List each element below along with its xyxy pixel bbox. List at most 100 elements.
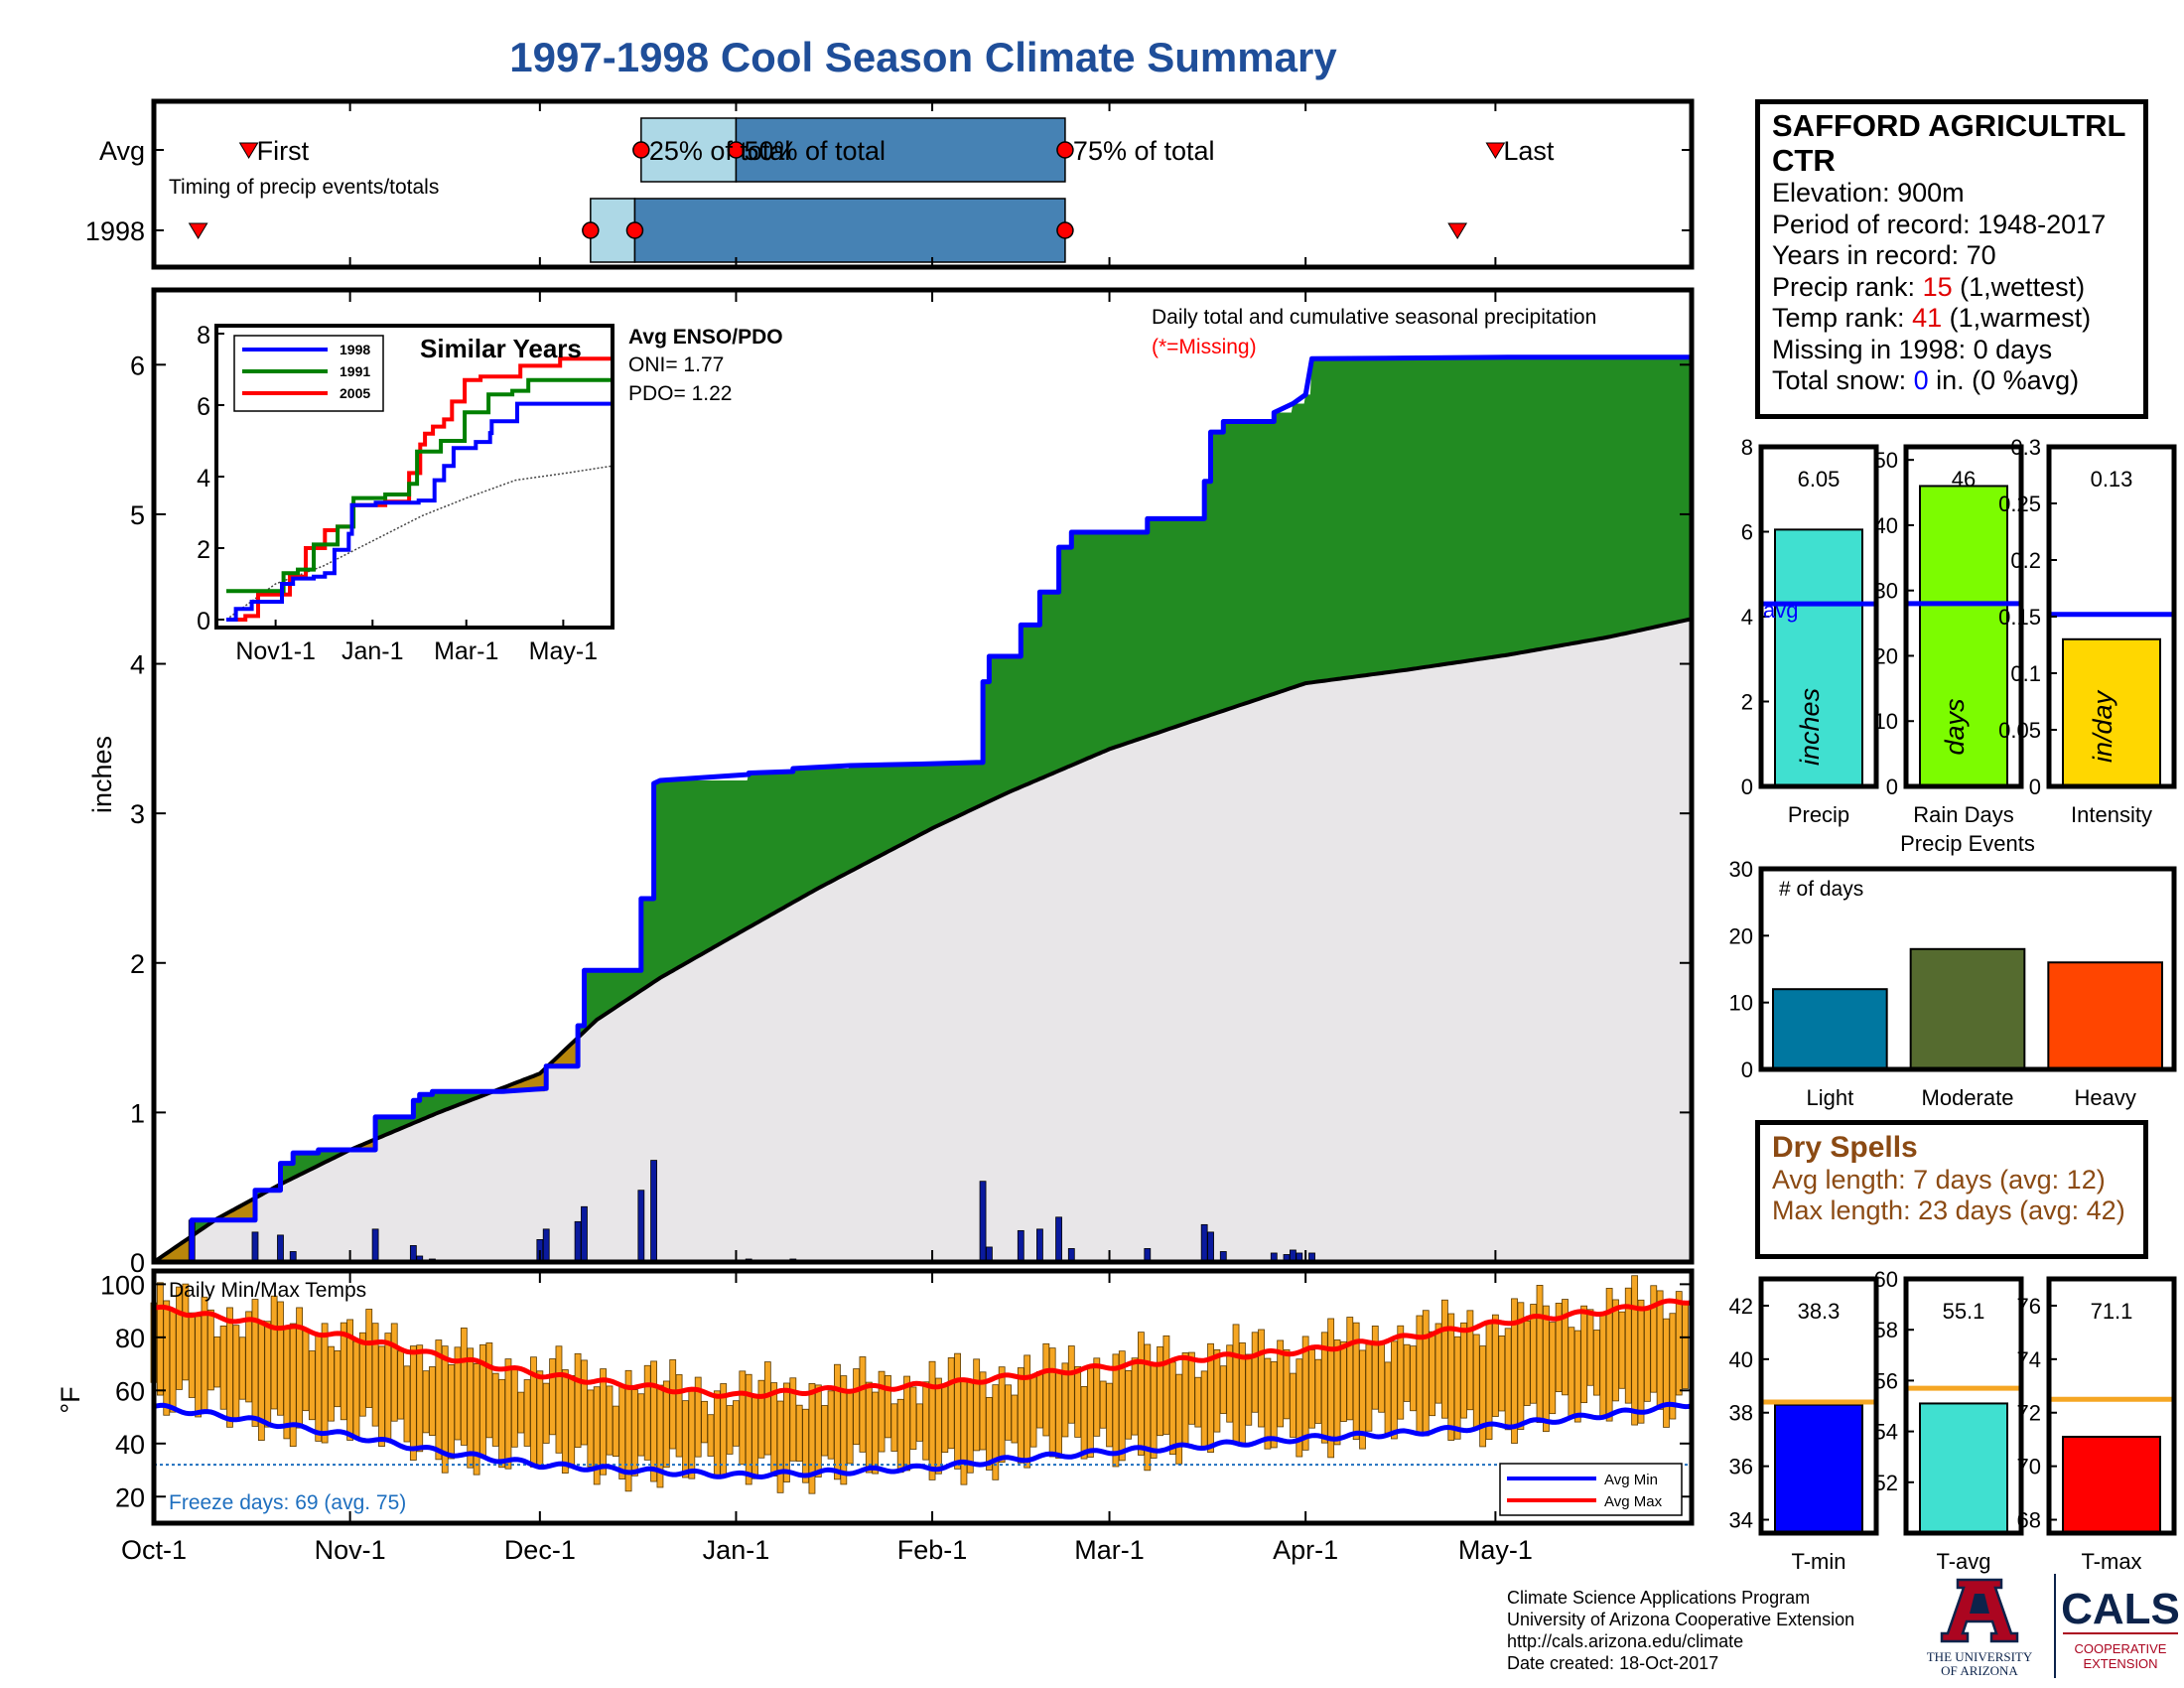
daily-temp-range-bar [1422,1310,1430,1437]
daily-temp-range-bar [960,1379,968,1485]
similar-years-line-1991 [226,377,613,594]
daily-precip-bar [581,1205,588,1263]
daily-temp-range-bar [922,1381,930,1461]
precip-y-tick-label: 2 [130,949,145,979]
stat-y-tick-label: 70 [2017,1455,2041,1479]
station-missing: Missing in 1998: 0 days [1772,334,2053,364]
stat-value-label: 71.1 [2091,1299,2133,1324]
daily-temp-range-bar [909,1386,917,1450]
daily-precip-bar [277,1234,284,1263]
daily-temp-range-bar [872,1391,880,1475]
similar-years-x-tick-label: Jan-1 [341,637,404,665]
similar-years-x-tick-label: Mar-1 [434,637,498,665]
temperature-legend-box [1499,1463,1683,1516]
daily-temp-range-bar [1643,1307,1651,1402]
temp-y-tick-label: 80 [115,1324,145,1353]
daily-temp-range-bar [1580,1305,1588,1404]
stat-y-tick-label: 56 [1874,1368,1898,1393]
daily-temp-range-bar [1011,1394,1019,1444]
stat-y-tick-label: 10 [1874,709,1898,734]
stat-y-tick-label: 34 [1729,1508,1753,1533]
stat-y-tick-label: 0.15 [1998,605,2041,630]
stat-y-tick-label: 52 [1874,1471,1898,1495]
stat-y-tick-label: 72 [2017,1401,2041,1426]
daily-temp-range-bar [941,1383,949,1454]
daily-temp-range-bar [1125,1369,1133,1440]
daily-temp-range-bar [606,1385,614,1456]
daily-temp-range-bar [1251,1332,1259,1413]
similar-years-y-tick-label: 4 [197,465,210,492]
daily-temp-range-bar [574,1352,582,1449]
similar-years-x-tick-label: Nov1-1 [235,637,316,665]
stat-avg-text: avg [1763,598,1798,623]
daily-temp-range-bar [915,1403,923,1442]
daily-temp-range-bar [561,1369,569,1474]
daily-precip-bar [650,1160,657,1263]
precip-event-category-label: Heavy [2074,1085,2135,1110]
stat-y-tick-label: 8 [1741,435,1753,460]
daily-temp-range-bar [1403,1343,1411,1402]
daily-temp-range-bar [827,1390,835,1460]
daily-temp-range-bar [669,1359,677,1450]
daily-temp-range-bar [1682,1303,1690,1389]
daily-temp-range-bar [726,1405,734,1455]
daily-temp-range-bar [1568,1327,1575,1417]
timing-first-last-marker [188,222,208,239]
daily-temp-range-bar [219,1325,227,1410]
daily-temp-range-bar [1429,1331,1436,1417]
month-x-tick-label: Nov-1 [315,1535,386,1565]
temperature-y-axis-label: °F [56,1386,85,1413]
daily-temp-range-bar [473,1362,480,1476]
similar-years-legend-label: 2005 [340,385,370,401]
daily-temp-range-bar [352,1340,360,1439]
daily-temp-range-bar [885,1374,891,1439]
precip-y-tick-label: 0 [130,1248,145,1278]
precip-above-average-area [576,356,1692,1066]
dry-spells-panel: Dry Spells Avg length: 7 days (avg: 12) … [1755,1120,2148,1259]
daily-temp-range-bar [675,1374,683,1458]
daily-temp-range-bar [846,1389,854,1465]
daily-temp-range-bar [998,1366,1006,1464]
daily-temp-range-bar [1573,1330,1581,1423]
daily-temp-range-bar [232,1325,240,1419]
daily-temp-range-bar [213,1336,221,1388]
similar-years-y-tick-label: 8 [197,322,210,350]
daily-temp-range-bar [1290,1372,1297,1438]
daily-temp-range-bar [1200,1370,1208,1448]
station-info-panel: SAFFORD AGRICULTRL CTR Elevation: 900m P… [1755,99,2148,419]
station-precip-rank: Precip rank: 15 (1,wettest) [1772,271,2086,302]
ua-logo-line: OF ARIZONA [1941,1663,2018,1678]
precip-y-tick-label: 4 [130,650,145,680]
temp-y-tick-label: 40 [115,1430,145,1460]
daily-temp-range-bar [1346,1317,1354,1421]
daily-temp-range-bar [707,1414,715,1457]
daily-temp-range-bar [1213,1348,1221,1433]
stat-panel-frame [2046,1276,2177,1536]
daily-temp-range-bar [1384,1361,1392,1434]
timing-band-first-half [640,117,738,183]
daily-temp-range-bar [176,1286,183,1390]
stat-y-tick-label: 0.05 [1998,718,2041,743]
precip-1998-cumulative-line [154,354,1692,1265]
daily-temp-range-bar [1650,1285,1658,1393]
stat-panel-frame [1758,1276,1879,1536]
station-elevation: Elevation: 900m [1772,178,1965,208]
dry-spells-avg: Avg length: 7 days (avg: 12) [1772,1165,2106,1195]
stat-y-tick-label: 74 [2017,1347,2041,1372]
precip-average-area [154,619,1692,1262]
daily-temp-range-bar [878,1370,886,1453]
stat-y-tick-label: 54 [1874,1420,1898,1445]
temperature-legend-label: Avg Min [1604,1472,1658,1488]
footer-line: University of Arizona Cooperative Extens… [1507,1610,1855,1629]
timing-panel-frame [151,98,1695,270]
footer-line[interactable]: http://cals.arizona.edu/climate [1507,1631,1744,1651]
stat-y-tick-label: 0 [1886,774,1898,799]
footer-line: Date created: 18-Oct-2017 [1507,1653,1719,1673]
daily-temp-range-bar [1283,1348,1291,1420]
timing-quartile-marker [727,141,746,159]
precip-events-y-label: # of days [1779,878,1863,901]
daily-temp-range-bar [1087,1367,1094,1458]
precip-event-category-label: Moderate [1922,1085,2014,1110]
daily-temp-range-bar [1637,1299,1645,1424]
timing-row-label: 1998 [85,216,145,246]
